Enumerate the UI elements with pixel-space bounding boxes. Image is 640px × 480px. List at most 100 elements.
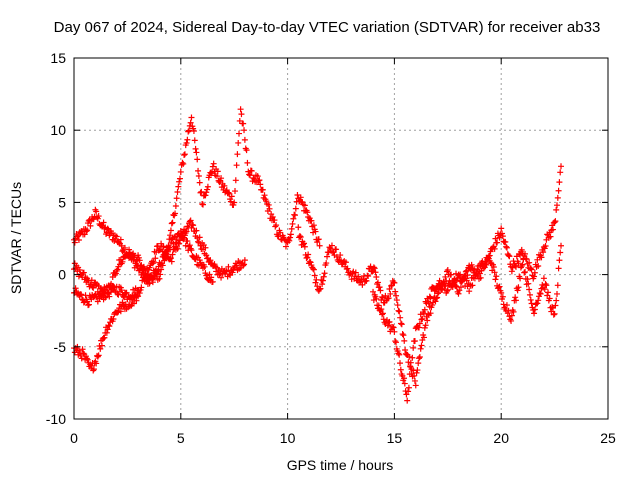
- data-point: [201, 263, 208, 270]
- data-point: [549, 303, 556, 310]
- data-point: [483, 261, 490, 268]
- data-point: [295, 224, 302, 231]
- data-point: [233, 162, 240, 169]
- data-point: [418, 316, 425, 323]
- data-point: [97, 345, 104, 352]
- data-point: [241, 136, 248, 143]
- data-point: [296, 233, 303, 240]
- data-point: [196, 234, 203, 241]
- data-point: [304, 254, 311, 261]
- data-point: [499, 233, 506, 240]
- data-point: [202, 192, 209, 199]
- data-point: [503, 243, 510, 250]
- data-point: [160, 243, 167, 250]
- data-point: [333, 246, 340, 253]
- data-point: [535, 297, 542, 304]
- data-point: [352, 269, 359, 276]
- data-point: [169, 251, 176, 258]
- data-point: [421, 306, 428, 313]
- data-point: [538, 254, 545, 261]
- data-point: [379, 310, 386, 317]
- data-point: [118, 287, 125, 294]
- data-point: [496, 234, 503, 241]
- data-point: [87, 222, 94, 229]
- data-point: [297, 234, 304, 241]
- data-point: [232, 177, 239, 184]
- data-point: [374, 279, 381, 286]
- data-point: [307, 259, 314, 266]
- data-point: [359, 281, 366, 288]
- data-point: [520, 256, 527, 263]
- data-point: [199, 200, 206, 207]
- data-point: [431, 287, 438, 294]
- data-point: [385, 295, 392, 302]
- data-point: [378, 306, 385, 313]
- data-point: [505, 252, 512, 259]
- data-point: [386, 286, 393, 293]
- data-point: [173, 195, 180, 202]
- data-point: [396, 351, 403, 358]
- data-point: [518, 263, 525, 270]
- data-point: [80, 299, 87, 306]
- data-point: [328, 242, 335, 249]
- data-point: [531, 273, 538, 280]
- data-point: [525, 280, 532, 287]
- data-point: [312, 228, 319, 235]
- data-point: [196, 179, 203, 186]
- data-point: [449, 283, 456, 290]
- data-point: [386, 318, 393, 325]
- data-point: [462, 268, 469, 275]
- data-point: [308, 217, 315, 224]
- data-point: [85, 301, 92, 308]
- data-point: [512, 294, 519, 301]
- data-point: [214, 168, 221, 175]
- data-point: [152, 255, 159, 262]
- data-point: [257, 181, 264, 188]
- data-point: [138, 284, 145, 291]
- data-point: [496, 283, 503, 290]
- data-point: [190, 128, 197, 135]
- data-point: [134, 291, 141, 298]
- chart-title: Day 067 of 2024, Sidereal Day-to-day VTE…: [54, 19, 601, 36]
- data-point: [555, 265, 562, 272]
- data-point: [540, 249, 547, 256]
- data-point: [377, 287, 384, 294]
- data-point: [116, 239, 123, 246]
- data-point: [512, 297, 519, 304]
- data-point: [342, 259, 349, 266]
- data-point: [263, 198, 270, 205]
- data-point: [254, 173, 261, 180]
- data-point: [248, 167, 255, 174]
- data-point: [204, 183, 211, 190]
- x-axis-label: GPS time / hours: [287, 457, 394, 473]
- data-point: [193, 149, 200, 156]
- series-track-c: [71, 228, 216, 299]
- data-point: [301, 243, 308, 250]
- data-point: [379, 293, 386, 300]
- data-point: [416, 355, 423, 362]
- data-point: [79, 346, 86, 353]
- data-point: [558, 242, 565, 249]
- data-point: [241, 261, 248, 268]
- data-point: [466, 288, 473, 295]
- data-point: [203, 189, 210, 196]
- data-point: [251, 176, 258, 183]
- data-point: [557, 249, 564, 256]
- data-point: [469, 282, 476, 289]
- y-axis-ticks: -10 -5 0 5 10 15: [46, 50, 608, 427]
- data-point: [90, 367, 97, 374]
- data-point: [93, 360, 100, 367]
- x-tick-label: 5: [177, 430, 185, 446]
- data-point: [286, 237, 293, 244]
- data-point: [406, 371, 413, 378]
- data-point: [106, 323, 113, 330]
- data-point: [117, 308, 124, 315]
- data-point: [90, 366, 97, 373]
- data-point: [158, 260, 165, 267]
- data-point: [301, 202, 308, 209]
- data-point: [184, 136, 191, 143]
- data-point: [256, 177, 263, 184]
- data-point: [288, 225, 295, 232]
- x-tick-label: 0: [70, 430, 78, 446]
- data-point: [344, 265, 351, 272]
